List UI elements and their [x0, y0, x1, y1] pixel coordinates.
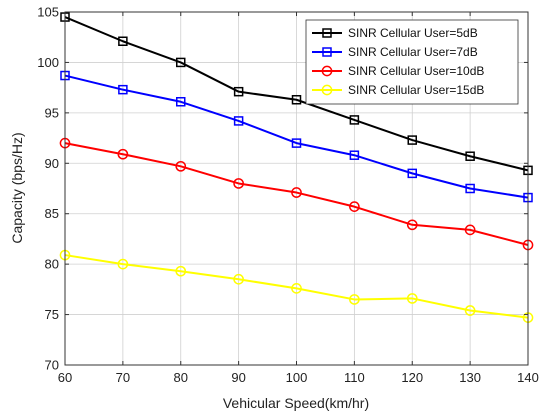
- legend-item: SINR Cellular User=7dB: [312, 45, 478, 59]
- series-line: [64, 142, 529, 246]
- y-tick-label: 70: [45, 358, 59, 373]
- data-point: [291, 187, 302, 198]
- x-tick-label: 130: [459, 370, 481, 385]
- y-tick-label: 105: [37, 5, 59, 20]
- data-point: [117, 148, 129, 160]
- y-tick-label: 95: [45, 105, 59, 120]
- y-tick-label: 100: [37, 55, 59, 70]
- data-point: [233, 116, 244, 126]
- legend-swatch-marker: [321, 65, 333, 77]
- series-3: [59, 137, 534, 251]
- data-point: [464, 224, 476, 236]
- data-point: [233, 273, 244, 285]
- data-point: [291, 282, 302, 294]
- y-axis-label: Capacity (bps/Hz): [9, 132, 25, 243]
- legend-swatch-marker: [322, 47, 332, 57]
- data-point: [406, 293, 418, 304]
- data-point: [349, 150, 360, 160]
- series-line: [64, 254, 529, 319]
- data-point: [175, 160, 187, 172]
- y-axis-ticks: 70 75 80 85 90 95 100 105: [37, 5, 528, 373]
- x-tick-label: 140: [517, 370, 539, 385]
- legend-item: SINR Cellular User=5dB: [312, 26, 478, 40]
- x-tick-label: 100: [286, 370, 308, 385]
- legend-label: SINR Cellular User=7dB: [348, 45, 478, 59]
- data-point: [465, 183, 475, 194]
- data-point: [349, 201, 360, 213]
- series-line: [64, 74, 529, 199]
- legend: SINR Cellular User=5dB SINR Cellular User…: [305, 19, 519, 105]
- y-tick-label: 75: [45, 307, 59, 322]
- data-point: [349, 294, 360, 305]
- data-point: [349, 115, 360, 125]
- data-point: [176, 97, 186, 107]
- data-point: [464, 305, 476, 316]
- legend-label: SINR Cellular User=10dB: [348, 64, 484, 78]
- series-line: [64, 16, 529, 172]
- y-tick-label: 85: [45, 206, 59, 221]
- data-point: [291, 138, 302, 148]
- data-point: [118, 36, 128, 46]
- legend-swatch-marker: [322, 28, 332, 38]
- x-axis-ticks: 60 70 80 90 100 110 120 130 140: [58, 12, 539, 385]
- x-tick-label: 80: [174, 370, 188, 385]
- legend-item: SINR Cellular User=15dB: [312, 83, 484, 97]
- data-point: [175, 265, 187, 277]
- y-tick-label: 90: [45, 156, 59, 171]
- data-point: [233, 86, 244, 97]
- data-point: [291, 94, 302, 105]
- x-tick-label: 60: [58, 370, 72, 385]
- data-point: [233, 178, 244, 189]
- series-1: [60, 12, 533, 176]
- y-tick-label: 80: [45, 257, 59, 272]
- legend-item: SINR Cellular User=10dB: [312, 64, 484, 78]
- legend-swatch-marker: [321, 84, 333, 96]
- data-point: [117, 258, 129, 270]
- data-point: [118, 84, 128, 95]
- x-tick-label: 70: [116, 370, 130, 385]
- data-point: [465, 151, 475, 161]
- x-tick-label: 90: [231, 370, 245, 385]
- x-tick-label: 120: [401, 370, 423, 385]
- legend-label: SINR Cellular User=15dB: [348, 83, 484, 97]
- data-point: [176, 57, 186, 68]
- x-tick-label: 110: [344, 370, 365, 385]
- data-point: [406, 219, 418, 231]
- x-axis-label: Vehicular Speed(km/hr): [223, 395, 369, 411]
- data-point: [407, 168, 417, 179]
- data-point: [407, 135, 417, 145]
- legend-label: SINR Cellular User=5dB: [348, 26, 478, 40]
